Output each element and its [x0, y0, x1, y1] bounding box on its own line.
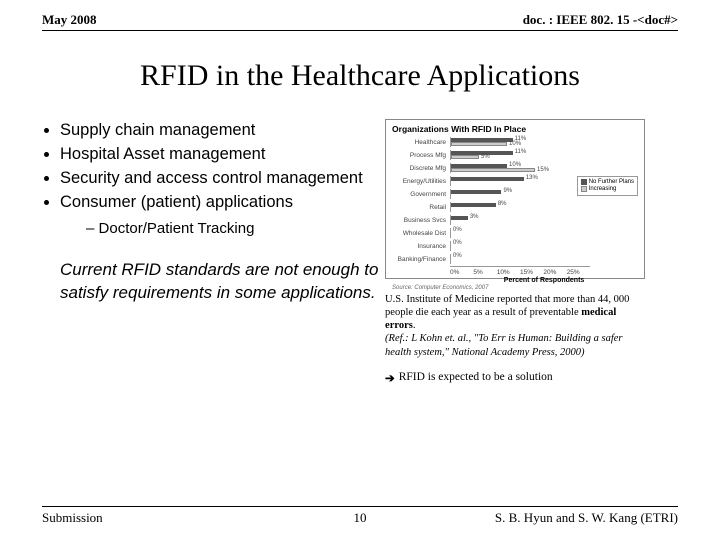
chart-row-label: Energy/Utilities [392, 178, 450, 185]
left-column: Supply chain management Hospital Asset m… [42, 119, 379, 385]
chart-bar-label: 9% [503, 188, 512, 194]
chart-bar-label: 0% [453, 253, 462, 259]
bullet-item: Consumer (patient) applications [60, 191, 379, 214]
chart-row: Insurance0% [392, 240, 638, 252]
chart-bar [451, 203, 496, 207]
chart-tick: 15% [520, 269, 543, 276]
header: May 2008 doc. : IEEE 802. 15 -<doc#> [0, 0, 720, 30]
note-ref: (Ref.: L Kohn et. al., "To Err is Human:… [385, 333, 622, 357]
chart-row-label: Retail [392, 204, 450, 211]
chart-tick: 25% [567, 269, 590, 276]
sub-bullet-list: Doctor/Patient Tracking [86, 220, 379, 237]
sub-bullet-item: Doctor/Patient Tracking [86, 220, 379, 237]
legend-swatch [581, 179, 587, 185]
page-title: RFID in the Healthcare Applications [0, 59, 720, 93]
legend-label: No Further Plans [589, 179, 634, 185]
chart-bar [451, 142, 507, 146]
footer-right: S. B. Hyun and S. W. Kang (ETRI) [495, 510, 678, 526]
chart-tick: 5% [473, 269, 496, 276]
chart-row-label: Wholesale Dist [392, 230, 450, 237]
chart-bar-area: 3% [450, 215, 638, 225]
chart-tick: 0% [450, 269, 473, 276]
footer-left: Submission [42, 510, 103, 526]
chart-rows: Healthcare11%10%Process Mfg11%5%Discrete… [392, 136, 638, 265]
rfid-chart: Organizations With RFID In Place Healthc… [385, 119, 645, 279]
bullet-item: Supply chain management [60, 119, 379, 142]
chart-bar-label: 10% [509, 141, 521, 147]
chart-source: Source: Computer Economics, 2007 [392, 285, 638, 291]
chart-row-label: Insurance [392, 243, 450, 250]
chart-row: Wholesale Dist0% [392, 227, 638, 239]
legend-swatch [581, 186, 587, 192]
footer-row: Submission 10 S. B. Hyun and S. W. Kang … [42, 510, 678, 526]
chart-row: Healthcare11%10% [392, 136, 638, 148]
chart-row-label: Business Svcs [392, 217, 450, 224]
bullet-list: Supply chain management Hospital Asset m… [60, 119, 379, 214]
chart-title: Organizations With RFID In Place [392, 124, 638, 134]
chart-bar-area: 11%10% [450, 137, 638, 147]
chart-bar-label: 0% [453, 240, 462, 246]
solution-line: ➔ RFID is expected to be a solution [385, 371, 690, 385]
header-date: May 2008 [42, 12, 97, 28]
right-column: Organizations With RFID In Place Healthc… [385, 119, 690, 385]
chart-bar-area: 11% 5% [450, 150, 638, 160]
chart-bar [451, 216, 468, 220]
bullet-item: Hospital Asset management [60, 143, 379, 166]
chart-bar-area: 8% [450, 202, 638, 212]
chart-bar [451, 168, 535, 172]
footer-rule [42, 506, 678, 507]
chart-row-label: Healthcare [392, 139, 450, 146]
chart-bar [451, 138, 513, 142]
chart-bar-label: 0% [453, 227, 462, 233]
chart-bar-area: 10%15% [450, 163, 638, 173]
chart-row-label: Government [392, 191, 450, 198]
arrow-icon: ➔ [385, 371, 395, 385]
legend-label: Increasing [589, 186, 617, 192]
chart-bar-area: 0% [450, 254, 638, 264]
footer-page-number: 10 [354, 510, 367, 526]
chart-bar-label: 15% [537, 167, 549, 173]
chart-bar-label: 3% [470, 214, 479, 220]
footer: Submission 10 S. B. Hyun and S. W. Kang … [42, 506, 678, 526]
legend-item: No Further Plans [581, 179, 634, 185]
chart-row: Process Mfg 11% 5% [392, 149, 638, 161]
chart-x-axis: 0%5%10%15%20%25% [450, 266, 590, 276]
chart-bar [451, 177, 524, 181]
chart-bar [451, 190, 501, 194]
chart-tick: 10% [497, 269, 520, 276]
chart-tick: 20% [543, 269, 566, 276]
chart-bar-label: 8% [498, 201, 507, 207]
chart-row: Business Svcs 3% [392, 214, 638, 226]
header-doc: doc. : IEEE 802. 15 -<doc#> [523, 12, 678, 28]
note-body-post: . [413, 320, 416, 331]
italic-paragraph: Current RFID standards are not enough to… [60, 259, 379, 305]
chart-bar [451, 155, 479, 159]
chart-bar-label: 11% [515, 149, 527, 155]
chart-x-label: Percent of Respondents [450, 277, 638, 284]
chart-row: Banking/Finance0% [392, 253, 638, 265]
chart-bar-area: 0% [450, 228, 638, 238]
solution-text: RFID is expected to be a solution [399, 371, 553, 383]
chart-bar [451, 164, 507, 168]
note-text: U.S. Institute of Medicine reported that… [385, 293, 637, 359]
content-area: Supply chain management Hospital Asset m… [0, 93, 720, 385]
chart-bar-label: 13% [526, 175, 538, 181]
chart-row-label: Discrete Mfg [392, 165, 450, 172]
bullet-item: Security and access control management [60, 167, 379, 190]
chart-bar-area: 0% [450, 241, 638, 251]
chart-legend: No Further Plans Increasing [577, 176, 638, 196]
chart-bar-label: 5% [481, 154, 490, 160]
header-rule [42, 30, 678, 31]
chart-row-label: Process Mfg [392, 152, 450, 159]
chart-row-label: Banking/Finance [392, 256, 450, 263]
legend-item: Increasing [581, 186, 634, 192]
chart-row: Retail 8% [392, 201, 638, 213]
chart-row: Discrete Mfg10%15% [392, 162, 638, 174]
